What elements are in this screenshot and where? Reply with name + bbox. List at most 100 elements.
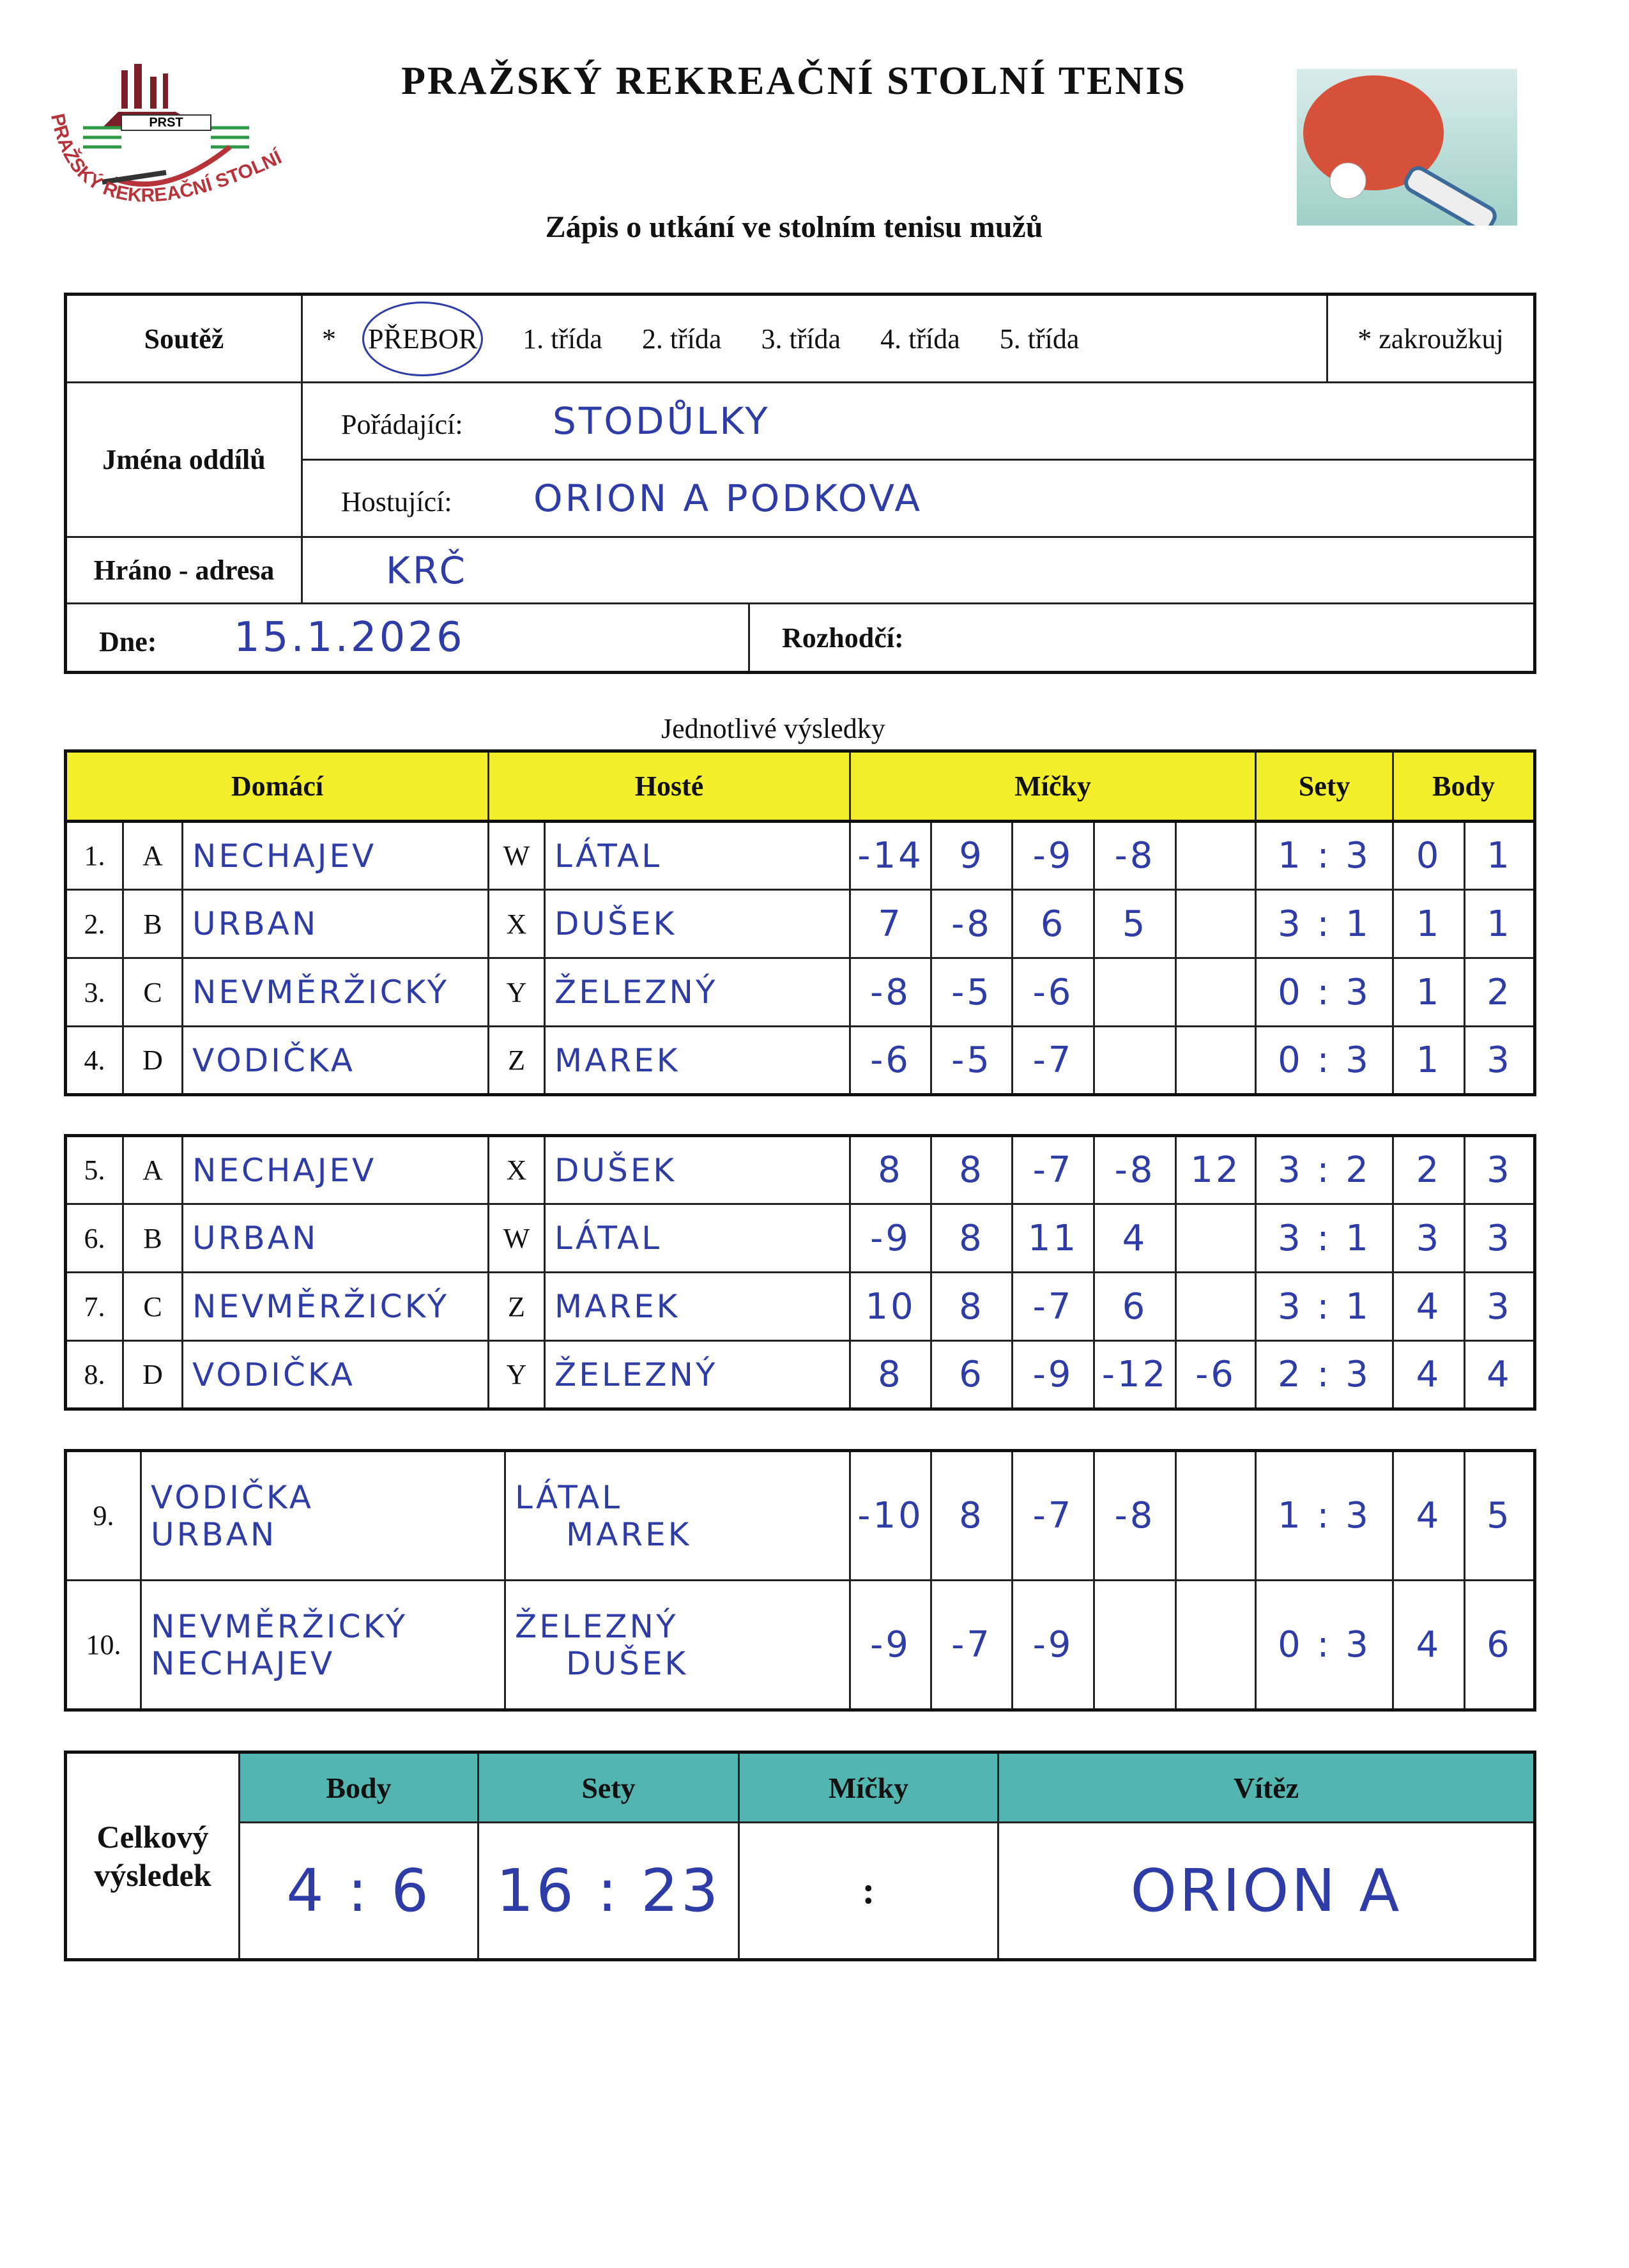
home-pair[interactable]: VODIČKA URBAN: [140, 1450, 506, 1581]
set-score[interactable]: 11: [1011, 1203, 1095, 1273]
set-score[interactable]: [1175, 1579, 1257, 1711]
home-player[interactable]: URBAN: [181, 1203, 489, 1273]
running-points[interactable]: 1: [1392, 889, 1466, 959]
sets-result[interactable]: 0 : 3: [1255, 957, 1395, 1027]
set-score[interactable]: -6: [1011, 957, 1096, 1027]
set-score[interactable]: -14: [849, 820, 933, 891]
set-score[interactable]: 4: [1093, 1203, 1177, 1273]
set-score[interactable]: [1175, 1271, 1257, 1342]
set-score[interactable]: 8: [849, 1340, 932, 1410]
running-points[interactable]: 3: [1392, 1203, 1465, 1273]
home-player[interactable]: NEVMĚRŽICKÝ: [181, 957, 490, 1027]
running-points[interactable]: 1: [1392, 1025, 1466, 1096]
home-pair[interactable]: NEVMĚRŽICKÝ NECHAJEV: [140, 1579, 506, 1711]
hostujici-field[interactable]: Hostující: ORION A PODKOVA: [301, 459, 1536, 538]
running-points[interactable]: 3: [1464, 1203, 1536, 1273]
running-points[interactable]: 2: [1464, 957, 1536, 1027]
class-option[interactable]: 4. třída: [880, 323, 960, 355]
class-option[interactable]: 5. třída: [999, 323, 1080, 355]
running-points[interactable]: 0: [1392, 820, 1466, 891]
running-points[interactable]: 1: [1464, 820, 1536, 891]
home-player[interactable]: NECHAJEV: [181, 1135, 489, 1205]
guest-pair[interactable]: LÁTAL MAREK: [504, 1450, 851, 1581]
set-score[interactable]: -6: [849, 1025, 933, 1096]
running-points[interactable]: 1: [1392, 957, 1466, 1027]
set-score[interactable]: 8: [849, 1135, 932, 1205]
set-score[interactable]: 6: [1093, 1271, 1177, 1342]
guest-player[interactable]: MAREK: [544, 1025, 852, 1096]
set-score[interactable]: -8: [1093, 820, 1177, 891]
poradajici-field[interactable]: Pořádající: STODŮLKY: [301, 381, 1536, 461]
set-score[interactable]: [1175, 1025, 1257, 1096]
guest-player[interactable]: DUŠEK: [544, 889, 852, 959]
set-score[interactable]: [1093, 957, 1177, 1027]
set-score[interactable]: -5: [930, 1025, 1014, 1096]
guest-player[interactable]: LÁTAL: [544, 1203, 851, 1273]
running-points[interactable]: 4: [1392, 1340, 1465, 1410]
running-points[interactable]: 4: [1464, 1340, 1536, 1410]
sets-result[interactable]: 1 : 3: [1255, 820, 1395, 891]
set-score[interactable]: -7: [1011, 1135, 1095, 1205]
set-score[interactable]: -12: [1093, 1340, 1177, 1410]
set-score[interactable]: [1175, 1203, 1257, 1273]
set-score[interactable]: -9: [1011, 820, 1096, 891]
set-score[interactable]: 9: [930, 820, 1014, 891]
set-score[interactable]: 12: [1175, 1135, 1257, 1205]
total-sety-value[interactable]: 16 : 23: [477, 1821, 740, 1961]
set-score[interactable]: -7: [1011, 1025, 1096, 1096]
set-score[interactable]: 7: [849, 889, 933, 959]
set-score[interactable]: [1093, 1579, 1177, 1711]
running-points[interactable]: 4: [1392, 1579, 1465, 1711]
guest-player[interactable]: DUŠEK: [544, 1135, 851, 1205]
guest-player[interactable]: LÁTAL: [544, 820, 852, 891]
running-points[interactable]: 1: [1464, 889, 1536, 959]
set-score[interactable]: 10: [849, 1271, 932, 1342]
running-points[interactable]: 3: [1464, 1025, 1536, 1096]
running-points[interactable]: 4: [1392, 1450, 1465, 1581]
sets-result[interactable]: 0 : 3: [1255, 1579, 1394, 1711]
home-player[interactable]: VODIČKA: [181, 1025, 490, 1096]
sets-result[interactable]: 3 : 1: [1255, 889, 1395, 959]
set-score[interactable]: -9: [849, 1203, 932, 1273]
class-option[interactable]: 3. třída: [761, 323, 841, 355]
sets-result[interactable]: 0 : 3: [1255, 1025, 1395, 1096]
sets-result[interactable]: 1 : 3: [1255, 1450, 1394, 1581]
set-score[interactable]: -5: [930, 957, 1014, 1027]
guest-pair[interactable]: ŽELEZNÝ DUŠEK: [504, 1579, 851, 1711]
guest-player[interactable]: MAREK: [544, 1271, 851, 1342]
set-score[interactable]: [1175, 889, 1257, 959]
sets-result[interactable]: 3 : 1: [1255, 1203, 1394, 1273]
set-score[interactable]: 6: [1011, 889, 1096, 959]
class-option[interactable]: 1. třída: [523, 323, 602, 355]
running-points[interactable]: 2: [1392, 1135, 1465, 1205]
class-option[interactable]: 2. třída: [641, 323, 722, 355]
sets-result[interactable]: 3 : 2: [1255, 1135, 1394, 1205]
dne-field[interactable]: Dne: 15.1.2026: [65, 602, 750, 673]
set-score[interactable]: -8: [1093, 1135, 1177, 1205]
class-option[interactable]: PŘEBOR: [362, 301, 484, 376]
set-score[interactable]: -8: [1093, 1450, 1177, 1581]
set-score[interactable]: 6: [930, 1340, 1013, 1410]
running-points[interactable]: 6: [1464, 1579, 1536, 1711]
running-points[interactable]: 3: [1464, 1271, 1536, 1342]
sets-result[interactable]: 3 : 1: [1255, 1271, 1394, 1342]
set-score[interactable]: [1093, 1025, 1177, 1096]
sets-result[interactable]: 2 : 3: [1255, 1340, 1394, 1410]
set-score[interactable]: 5: [1093, 889, 1177, 959]
guest-player[interactable]: ŽELEZNÝ: [544, 1340, 851, 1410]
set-score[interactable]: -7: [1011, 1271, 1095, 1342]
set-score[interactable]: -8: [930, 889, 1014, 959]
rozhodci-field[interactable]: Rozhodčí:: [748, 602, 1536, 673]
total-micky-value[interactable]: :: [738, 1821, 999, 1961]
home-player[interactable]: VODIČKA: [181, 1340, 489, 1410]
set-score[interactable]: -9: [849, 1579, 932, 1711]
set-score[interactable]: -7: [930, 1579, 1013, 1711]
home-player[interactable]: NECHAJEV: [181, 820, 490, 891]
set-score[interactable]: 8: [930, 1203, 1013, 1273]
total-winner-value[interactable]: ORION A: [997, 1821, 1536, 1961]
set-score[interactable]: -10: [849, 1450, 932, 1581]
guest-player[interactable]: ŽELEZNÝ: [544, 957, 852, 1027]
set-score[interactable]: [1175, 1450, 1257, 1581]
set-score[interactable]: [1175, 957, 1257, 1027]
set-score[interactable]: 8: [930, 1450, 1013, 1581]
